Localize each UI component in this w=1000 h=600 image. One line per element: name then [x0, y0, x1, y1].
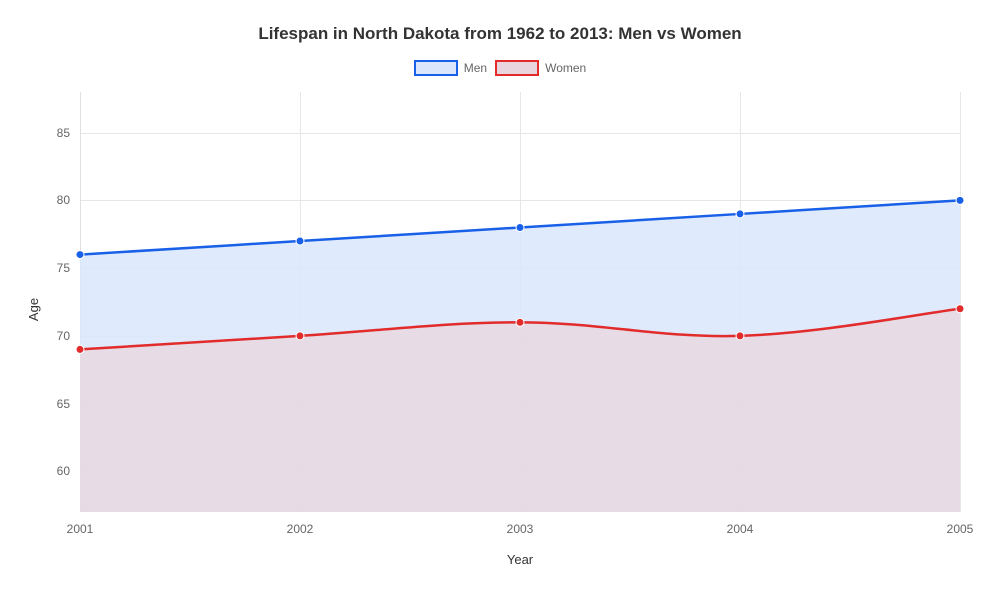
chart-container: Lifespan in North Dakota from 1962 to 20…	[0, 0, 1000, 600]
y-tick-label: 75	[57, 261, 80, 275]
data-point[interactable]	[516, 318, 524, 326]
data-point[interactable]	[296, 237, 304, 245]
legend: Men Women	[0, 60, 1000, 76]
data-point[interactable]	[516, 223, 524, 231]
plot-area: 60657075808520012002200320042005	[80, 92, 960, 512]
y-tick-label: 65	[57, 397, 80, 411]
x-axis-title: Year	[507, 552, 533, 567]
data-point[interactable]	[736, 210, 744, 218]
data-point[interactable]	[956, 305, 964, 313]
legend-swatch-women	[495, 60, 539, 76]
y-tick-label: 60	[57, 464, 80, 478]
legend-label-men: Men	[464, 61, 487, 75]
y-tick-label: 80	[57, 193, 80, 207]
legend-swatch-men	[414, 60, 458, 76]
data-point[interactable]	[736, 332, 744, 340]
y-tick-label: 85	[57, 126, 80, 140]
y-axis-title: Age	[26, 298, 41, 321]
data-point[interactable]	[76, 345, 84, 353]
x-tick-label: 2001	[67, 512, 94, 536]
data-point[interactable]	[956, 196, 964, 204]
gridline-v	[960, 92, 961, 512]
y-tick-label: 70	[57, 329, 80, 343]
x-tick-label: 2004	[727, 512, 754, 536]
legend-item-women[interactable]: Women	[495, 60, 586, 76]
x-tick-label: 2005	[947, 512, 974, 536]
data-point[interactable]	[76, 251, 84, 259]
chart-title: Lifespan in North Dakota from 1962 to 20…	[0, 24, 1000, 44]
x-tick-label: 2003	[507, 512, 534, 536]
legend-label-women: Women	[545, 61, 586, 75]
data-point[interactable]	[296, 332, 304, 340]
x-tick-label: 2002	[287, 512, 314, 536]
legend-item-men[interactable]: Men	[414, 60, 487, 76]
series-svg	[80, 92, 960, 512]
